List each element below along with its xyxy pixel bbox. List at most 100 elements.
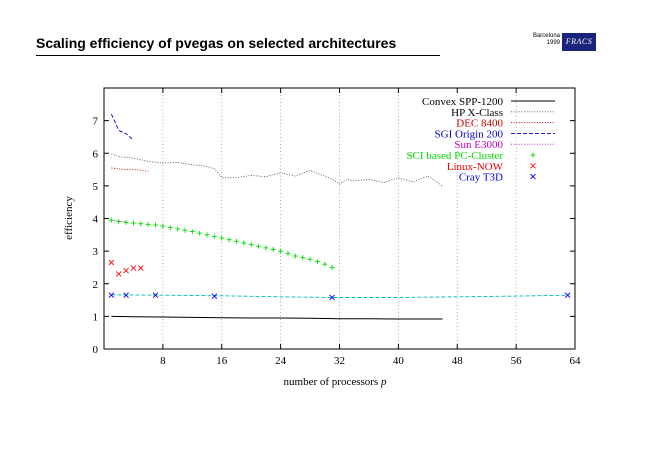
series-cray-t3d-point-1	[123, 292, 129, 298]
grid-layer	[162, 88, 517, 349]
series-sci-based-pc-cluster-point-2	[123, 219, 129, 225]
series-sci-based-pc-cluster-point-6	[153, 222, 159, 228]
x-tick-label-48: 48	[452, 355, 464, 367]
series-sci-based-pc-cluster-point-11	[189, 229, 195, 235]
x-tick-label-64: 64	[570, 355, 582, 367]
series-linux-now-point-0-b	[108, 259, 115, 266]
series-sci-based-pc-cluster-point-29	[322, 261, 328, 267]
series-sci-based-pc-cluster-point-16	[226, 237, 232, 243]
x-axis-label: number of processors p	[284, 376, 387, 388]
series-cray-t3d-point-3	[211, 293, 218, 299]
series-linux-now-point-4	[137, 265, 144, 271]
series-cray-t3d	[108, 292, 571, 301]
series-cray-t3d-point-0	[108, 292, 115, 298]
series-linux-now-point-1	[115, 271, 122, 277]
series-linux-now-point-3	[130, 265, 137, 271]
series-sci-based-pc-cluster-point-22	[270, 246, 276, 252]
series-sci-based-pc-cluster-point-17	[233, 238, 239, 244]
slide-title-prefix: Scaling efficiency of	[36, 35, 176, 51]
series-dec-8400-line	[111, 167, 149, 172]
series-sci-based-pc-cluster-point-9	[175, 226, 181, 232]
series-sci-based-pc-cluster-point-0	[108, 217, 114, 223]
series-sci-based-pc-cluster-point-14	[211, 233, 217, 239]
x-tick-label-32: 32	[334, 355, 345, 367]
y-tick-label-4: 4	[93, 214, 99, 226]
legend-swatch-linux-now-b	[530, 162, 536, 169]
series-sci-based-pc-cluster-point-1	[116, 219, 122, 225]
series-cray-t3d-point-1-b	[123, 292, 129, 298]
series-linux-now	[108, 259, 144, 277]
series-sci-based-pc-cluster	[108, 217, 335, 270]
legend-label-sun-e3000: Sun E3000	[454, 139, 503, 151]
series-sci-based-pc-cluster-point-23	[278, 248, 284, 254]
slide-title: Scaling efficiency of pvegas on selected…	[36, 35, 396, 51]
series-sci-based-pc-cluster-point-15	[219, 235, 225, 241]
x-axis-label-variable: p	[380, 376, 387, 388]
series-linux-now-point-4-b	[137, 265, 144, 271]
legend-label-sgi-origin-200: SGI Origin 200	[435, 128, 504, 140]
y-tick-label-2: 2	[93, 279, 99, 291]
series-sci-based-pc-cluster-point-7	[160, 223, 166, 229]
series-sci-based-pc-cluster-point-19	[248, 242, 254, 248]
series-sci-based-pc-cluster-point-27	[307, 256, 313, 262]
series-sci-based-pc-cluster-point-25	[292, 253, 298, 259]
y-tick-label-3: 3	[93, 246, 99, 258]
series-linux-now-point-2-b	[123, 267, 129, 274]
y-axis-label: efficiency	[63, 196, 75, 240]
series-sci-based-pc-cluster-point-20	[256, 243, 262, 249]
legend-label-convex-spp-1200: Convex SPP-1200	[422, 96, 503, 108]
legend-label-linux-now: Linux-NOW	[447, 161, 504, 173]
series-sgi-origin-200	[110, 113, 134, 141]
series-dec-8400	[111, 167, 149, 172]
badge-year: 1999	[546, 40, 560, 46]
series-sci-based-pc-cluster-point-26	[300, 255, 306, 261]
legend-label-hp-x-class: HP X-Class	[451, 107, 503, 119]
x-tick-label-56: 56	[511, 355, 523, 367]
badge-city: Barcelona	[532, 33, 560, 39]
series-linux-now-point-0	[108, 259, 115, 266]
x-tick-label-40: 40	[393, 355, 405, 367]
series-cray-t3d-point-0-b	[108, 292, 115, 298]
x-axis-label-text: number of processors	[284, 376, 379, 388]
conference-badge: Barcelona 1999 FRACS	[524, 33, 624, 55]
series-sci-based-pc-cluster-point-18	[241, 240, 247, 246]
y-tick-label-6: 6	[93, 148, 99, 160]
series-cray-t3d-guide-line	[111, 294, 568, 298]
series-sci-based-pc-cluster-point-4	[138, 221, 144, 227]
series-layer	[108, 113, 571, 320]
legend-label-dec-8400: DEC 8400	[456, 118, 503, 130]
series-cray-t3d-point-5	[564, 292, 571, 298]
series-cray-t3d-point-5-b	[564, 292, 571, 298]
y-tick-label-7: 7	[93, 116, 99, 128]
series-sgi-origin-200-line	[110, 113, 134, 141]
title-underline	[36, 55, 440, 56]
series-cray-t3d-point-2-b	[152, 292, 159, 298]
series-sci-based-pc-cluster-point-28	[314, 259, 320, 265]
legend-label-sci-based-pc-cluster: SCI based PC-Cluster	[406, 150, 503, 162]
series-sci-based-pc-cluster-point-24	[285, 250, 291, 256]
series-linux-now-point-1-b	[115, 271, 122, 277]
legend-swatch-sci-based-pc-cluster	[530, 152, 536, 158]
series-hp-x-class	[111, 153, 443, 187]
y-tick-label-0: 0	[93, 344, 99, 356]
legend-swatch-linux-now	[530, 162, 536, 169]
series-sci-based-pc-cluster-point-12	[197, 230, 203, 236]
series-sci-based-pc-cluster-point-10	[182, 227, 188, 233]
x-tick-label-8: 8	[160, 355, 166, 367]
y-tick-label-1: 1	[93, 311, 99, 323]
x-tick-label-16: 16	[216, 355, 228, 367]
slide-title-suffix: on selected architectures	[223, 35, 397, 51]
legend-swatch-cray-t3d	[530, 173, 536, 180]
series-cray-t3d-point-3-b	[211, 293, 218, 299]
series-sci-based-pc-cluster-point-3	[130, 220, 136, 226]
conference-logo: FRACS	[562, 33, 596, 51]
series-sci-based-pc-cluster-point-30	[329, 264, 335, 270]
badge-text: Barcelona 1999	[524, 33, 560, 47]
series-linux-now-point-3-b	[130, 265, 137, 271]
series-sci-based-pc-cluster-point-8	[167, 225, 173, 231]
y-tick-label-5: 5	[93, 181, 99, 193]
series-sci-based-pc-cluster-point-13	[204, 232, 210, 238]
